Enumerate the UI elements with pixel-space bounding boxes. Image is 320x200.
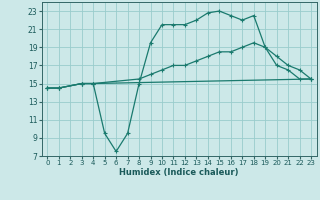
X-axis label: Humidex (Indice chaleur): Humidex (Indice chaleur) xyxy=(119,168,239,177)
